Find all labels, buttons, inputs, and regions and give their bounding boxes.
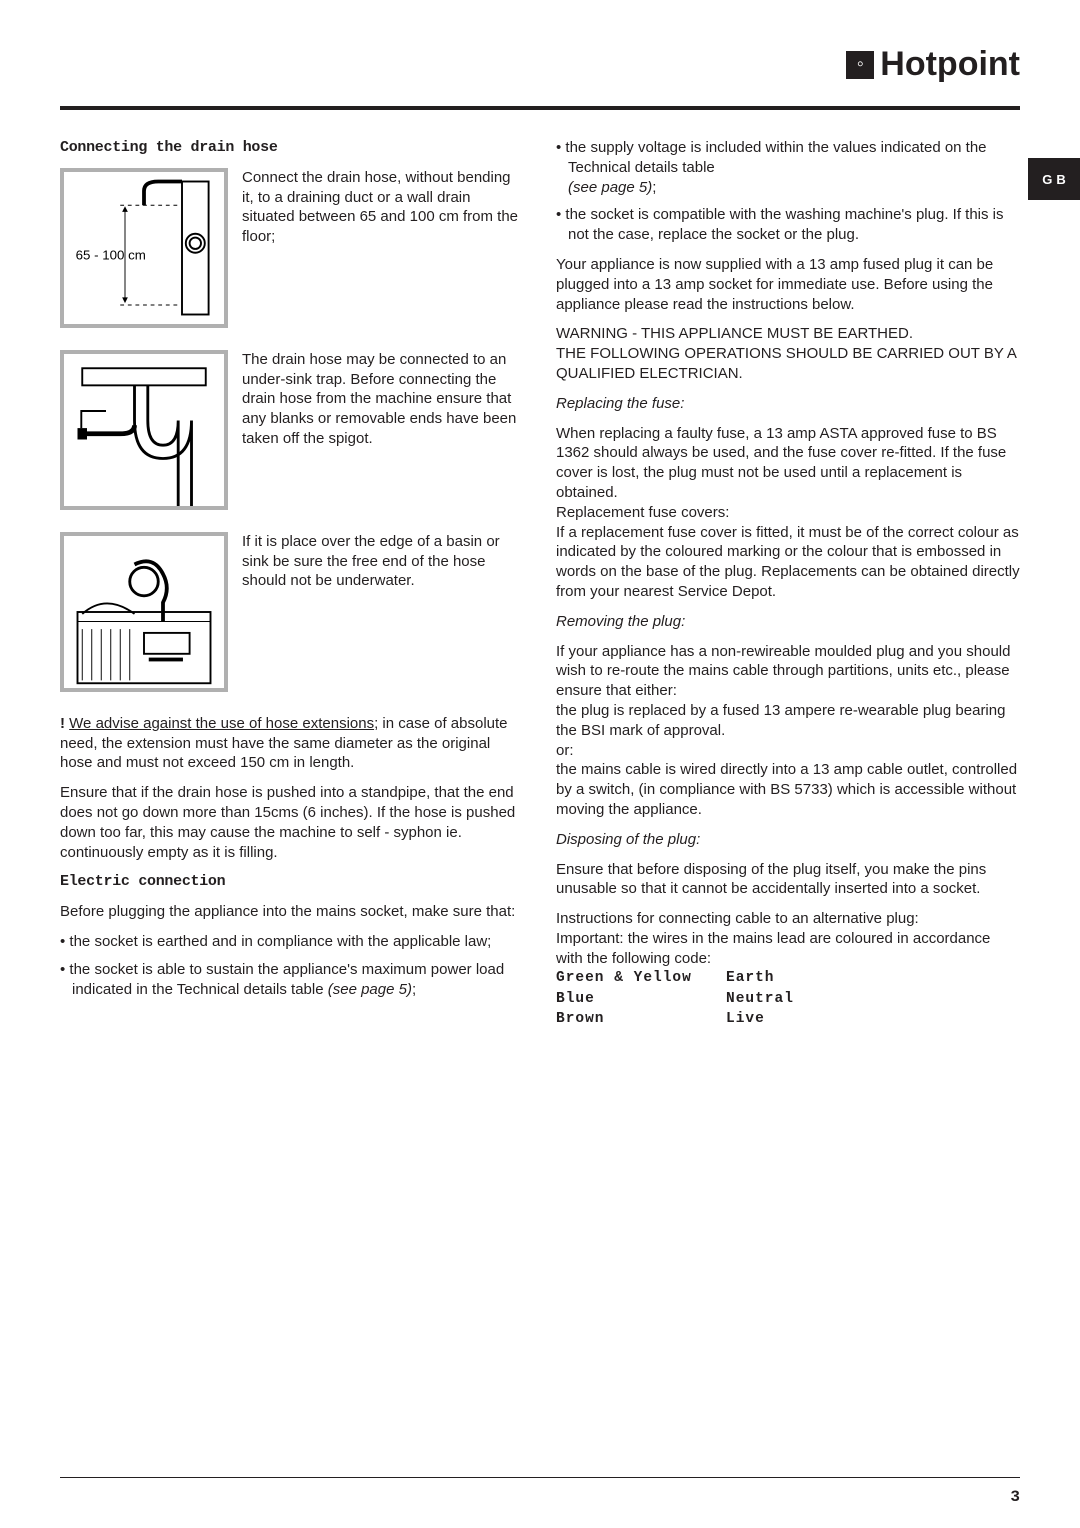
para-fuse-replace: When replacing a faulty fuse, a 13 amp A… xyxy=(556,424,1020,503)
footer-rule xyxy=(60,1477,1020,1478)
line-fuse-covers: Replacement fuse covers: xyxy=(556,503,1020,523)
brand-logo: ◦ Hotpoint xyxy=(846,45,1020,84)
warning-earthed: WARNING - THIS APPLIANCE MUST BE EARTHED… xyxy=(556,324,1020,383)
standpipe-note: Ensure that if the drain hose is pushed … xyxy=(60,783,524,862)
bullet-earthed: the socket is earthed and in compliance … xyxy=(60,932,524,952)
header-rule xyxy=(60,106,1020,110)
para-remove-b: the mains cable is wired directly into a… xyxy=(556,760,1020,819)
hose-extension-warning: ! We advise against the use of hose exte… xyxy=(60,714,524,773)
heading-disposing-plug: Disposing of the plug: xyxy=(556,830,1020,850)
figure-wall-drain: 65 - 100 cm xyxy=(60,168,228,328)
figure-caption-3: If it is place over the edge of a basin … xyxy=(242,532,524,692)
heading-electric-connection: Electric connection xyxy=(60,872,524,892)
socket-intro: Before plugging the appliance into the m… xyxy=(60,902,524,922)
heading-replacing-fuse: Replacing the fuse: xyxy=(556,394,1020,414)
para-alt-plug: Instructions for connecting cable to an … xyxy=(556,909,1020,929)
left-column: Connecting the drain hose 65 - 100 cm xyxy=(60,138,524,1029)
figure-label: 65 - 100 cm xyxy=(76,247,146,262)
bullet-socket-compat: the socket is compatible with the washin… xyxy=(556,205,1020,245)
para-remove-a: the plug is replaced by a fused 13 amper… xyxy=(556,701,1020,741)
para-remove-intro: If your appliance has a non-rewireable m… xyxy=(556,642,1020,701)
para-dispose: Ensure that before disposing of the plug… xyxy=(556,860,1020,900)
para-fused-plug: Your appliance is now supplied with a 13… xyxy=(556,255,1020,314)
brand-text: Hotpoint xyxy=(880,45,1020,84)
figure-sink-trap xyxy=(60,350,228,510)
bullet-power-load: the socket is able to sustain the applia… xyxy=(60,960,524,1000)
logo-mark: ◦ xyxy=(846,51,874,79)
para-remove-or: or: xyxy=(556,741,1020,761)
bullet-voltage: the supply voltage is included within th… xyxy=(556,138,1020,197)
para-fuse-covers: If a replacement fuse cover is fitted, i… xyxy=(556,523,1020,602)
page-number: 3 xyxy=(1010,1488,1020,1506)
figure-caption-1: Connect the drain hose, without bending … xyxy=(242,168,524,328)
heading-drain-hose: Connecting the drain hose xyxy=(60,138,524,158)
figure-basin-edge xyxy=(60,532,228,692)
wire-colour-table: Green & YellowEarth BlueNeutral BrownLiv… xyxy=(556,968,1020,1029)
figure-caption-2: The drain hose may be connected to an un… xyxy=(242,350,524,510)
language-tab: GB xyxy=(1028,158,1080,200)
right-column: the supply voltage is included within th… xyxy=(556,138,1020,1029)
heading-removing-plug: Removing the plug: xyxy=(556,612,1020,632)
para-wire-code: Important: the wires in the mains lead a… xyxy=(556,929,1020,969)
